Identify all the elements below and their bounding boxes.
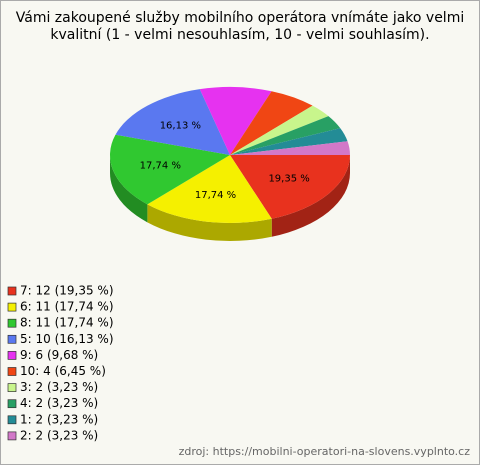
legend-swatch (7, 286, 17, 296)
legend-swatch (7, 334, 17, 344)
legend-label: 7: 12 (19,35 %) (20, 284, 114, 298)
legend-swatch (7, 431, 17, 441)
legend-label: 10: 4 (6,45 %) (20, 364, 106, 378)
slice (110, 134, 230, 205)
legend-label: 1: 2 (3,23 %) (20, 412, 98, 426)
legend-label: 4: 2 (3,23 %) (20, 396, 98, 410)
slice (230, 155, 350, 219)
legend-swatch (7, 415, 17, 425)
slice-side (110, 155, 148, 223)
legend-label: 8: 11 (17,74 %) (20, 316, 114, 330)
slice (199, 87, 272, 155)
slice (230, 105, 329, 155)
data-label: 17,74 % (195, 190, 236, 201)
legend-swatch (7, 383, 17, 392)
legend-label: 5: 10 (16,13 %) (20, 332, 114, 346)
data-label: 17,74 % (140, 160, 181, 171)
legend-label: 2: 2 (3,23 %) (20, 428, 98, 442)
chart-title: kvalitní (1 - velmi nesouhlasím, 10 - ve… (50, 27, 429, 43)
data-label: 19,35 % (268, 173, 309, 184)
legend-label: 9: 6 (9,68 %) (20, 348, 98, 362)
legend-label: 6: 11 (17,74 %) (20, 300, 114, 314)
slice (230, 116, 341, 155)
legend-label: 3: 2 (3,23 %) (20, 380, 98, 394)
source: zdroj: https://mobilni-operatori-na-slov… (179, 445, 471, 458)
data-label: 16,13 % (160, 120, 201, 131)
legend-swatch (7, 399, 17, 409)
slice (230, 91, 313, 155)
legend-swatch (7, 367, 17, 376)
slice-side (147, 204, 272, 241)
legend-swatch (7, 302, 17, 312)
slice (230, 141, 350, 155)
chart-title: Vámi zakoupené služby mobilního operátor… (16, 10, 464, 26)
slice-side (271, 155, 350, 237)
legend-swatch (7, 351, 17, 360)
slice (230, 128, 348, 155)
legend-swatch (7, 318, 17, 328)
slice (115, 89, 230, 155)
slice (147, 155, 272, 223)
